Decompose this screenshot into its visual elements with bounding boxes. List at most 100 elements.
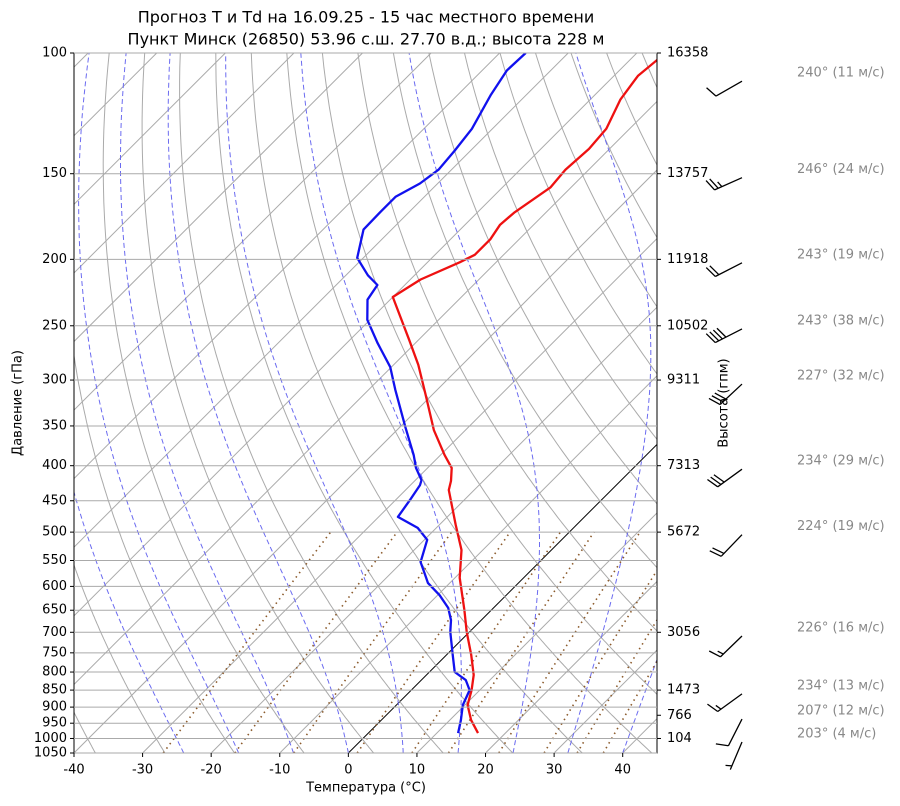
y-tick-label: 900	[42, 700, 67, 715]
moist-adiabat	[225, 53, 404, 753]
mixing-ratio	[234, 531, 398, 753]
isotherm	[74, 169, 657, 753]
x-tick-label: -10	[269, 763, 290, 778]
y-tick-label: 250	[42, 318, 67, 333]
x-tick-label: 40	[614, 763, 631, 778]
isotherm	[416, 512, 657, 753]
mixing-ratio	[498, 531, 641, 753]
x-tick-label: 10	[409, 763, 426, 778]
wind-barb	[705, 262, 743, 278]
dry-adiabat	[74, 53, 235, 753]
background-lines	[74, 53, 900, 753]
wind-barb	[709, 534, 743, 557]
isotherm	[74, 53, 432, 411]
y2-tick-label: 104	[667, 731, 692, 746]
isotherm	[210, 306, 657, 753]
wind-barb	[725, 741, 743, 770]
isotherm	[74, 100, 657, 686]
wind-barb	[705, 327, 743, 344]
moist-adiabat	[167, 53, 349, 753]
dry-adiabat	[464, 53, 657, 441]
moist-adiabat	[78, 53, 240, 753]
wind-barb	[707, 693, 743, 713]
isotherm	[760, 53, 900, 753]
isotherm	[74, 53, 226, 206]
y2-tick-label: 3056	[667, 625, 700, 640]
y2-tick-label: 11918	[667, 252, 708, 267]
isotherm	[74, 53, 295, 274]
dry-adiabat	[102, 53, 305, 753]
dry-adiabat	[713, 53, 900, 753]
profiles	[356, 53, 657, 734]
isotherm	[142, 237, 657, 753]
y-tick-label: 300	[42, 373, 67, 388]
dry-adiabat	[855, 53, 900, 753]
dry-adiabat	[678, 53, 900, 753]
wind-barb	[708, 635, 743, 658]
x-axis-label: Температура (°C)	[305, 781, 426, 796]
isotherm	[622, 717, 657, 753]
y-tick-label: 700	[42, 625, 67, 640]
chart-subtitle: Пункт Минск (26850) 53.96 с.ш. 27.70 в.д…	[128, 30, 605, 49]
dry-adiabat	[286, 53, 653, 753]
y-tick-label: 200	[42, 252, 67, 267]
y2-axis-label: Высота (гпм)	[717, 358, 732, 447]
y-tick-label: 600	[42, 579, 67, 594]
dry-adiabat	[606, 53, 657, 166]
dry-adiabat	[74, 563, 166, 753]
y-tick-label: 850	[42, 683, 67, 698]
y-tick-label: 150	[42, 166, 67, 181]
y-tick-label: 100	[42, 46, 67, 61]
wind-label: 243° (38 м/с)	[797, 313, 885, 328]
y-tick-label: 500	[42, 525, 67, 540]
y2-tick-label: 5672	[667, 525, 700, 540]
moist-adiabat	[567, 53, 652, 753]
mixing-ratio	[411, 531, 562, 753]
y-tick-label: 350	[42, 418, 67, 433]
wind-barb	[705, 177, 743, 191]
wind-label: 207° (12 м/с)	[797, 704, 885, 719]
mixing-ratio	[293, 531, 453, 753]
isotherm	[74, 53, 638, 617]
dry-adiabat	[357, 53, 657, 632]
y2-tick-label: 13757	[667, 166, 708, 181]
wind-barb	[715, 718, 743, 747]
dry-adiabat	[891, 53, 900, 753]
y-tick-label: 1050	[34, 746, 67, 761]
wind-label: 240° (11 м/с)	[797, 66, 885, 81]
dry-adiabat	[499, 53, 657, 375]
wind-label: 224° (19 м/с)	[797, 519, 885, 534]
y-tick-label: 450	[42, 493, 67, 508]
y-axis-label: Давление (гПа)	[11, 350, 26, 456]
x-tick-label: -20	[201, 763, 222, 778]
isotherm	[485, 580, 657, 753]
wind-label: 227° (32 м/с)	[797, 369, 885, 384]
isotherm	[74, 53, 363, 343]
y2-tick-label: 10502	[667, 318, 708, 333]
y-tick-label: 550	[42, 553, 67, 568]
wind-label: 243° (19 м/с)	[797, 247, 885, 262]
profile-line	[391, 58, 657, 734]
wind-label: 203° (4 м/с)	[797, 726, 876, 741]
dry-adiabat	[428, 53, 657, 505]
y-tick-label: 800	[42, 665, 67, 680]
isotherm	[74, 53, 569, 548]
y2-tick-label: 7313	[667, 458, 700, 473]
wind-barb	[707, 468, 743, 488]
dry-adiabat	[250, 53, 583, 753]
wind-label: 246° (24 м/с)	[797, 162, 885, 177]
dry-adiabat	[570, 53, 657, 239]
mixing-ratio	[162, 531, 332, 753]
dry-adiabat	[784, 53, 900, 753]
profile-line	[356, 53, 527, 734]
zero-isotherm	[348, 443, 657, 753]
y-tick-label: 750	[42, 645, 67, 660]
dry-adiabat	[179, 53, 444, 753]
dry-adiabat	[392, 53, 657, 569]
wind-label: 226° (16 м/с)	[797, 621, 885, 636]
wind-label: 234° (13 м/с)	[797, 678, 885, 693]
dry-adiabat	[820, 53, 900, 753]
chart-title: Прогноз T и Td на 16.09.25 - 15 час мест…	[138, 8, 594, 27]
x-tick-label: -40	[63, 763, 84, 778]
